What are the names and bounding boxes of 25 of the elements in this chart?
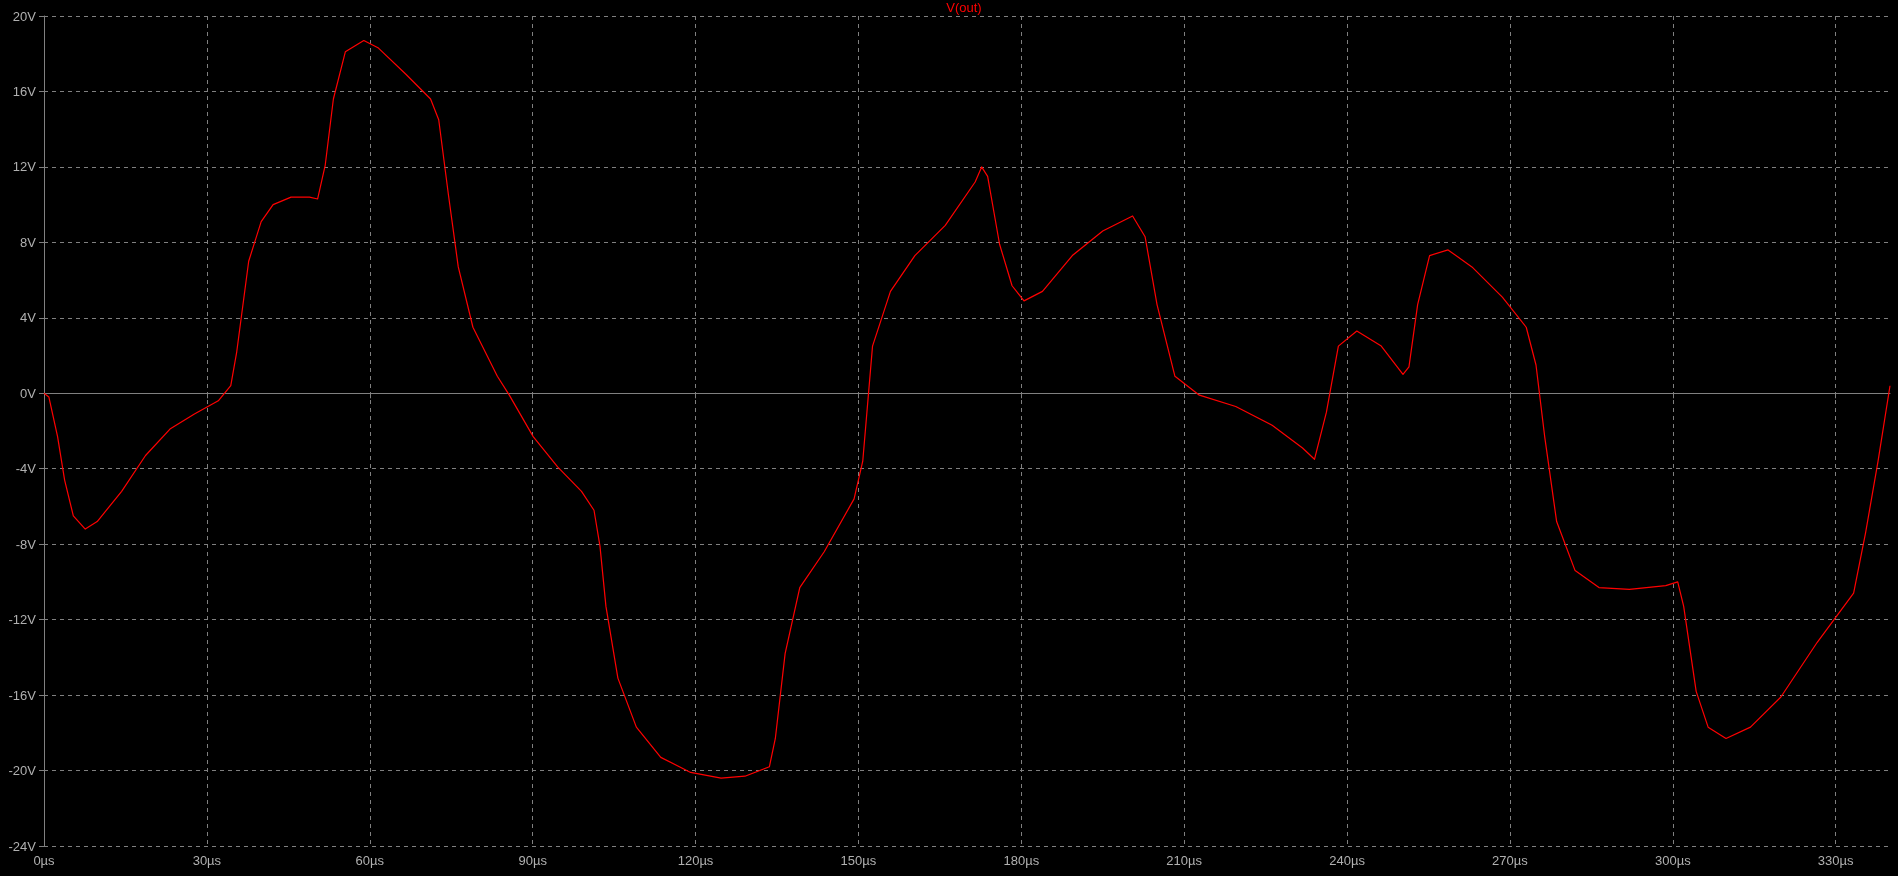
x-tick-label: 90µs <box>518 853 548 868</box>
x-tick-label: 210µs <box>1166 853 1203 868</box>
y-tick-label: 8V <box>20 234 37 250</box>
x-tick-label: 0µs <box>33 853 56 868</box>
y-tick-label: 12V <box>12 159 37 175</box>
x-tick-label: 120µs <box>677 853 714 868</box>
x-tick-label: 270µs <box>1492 853 1529 868</box>
y-tick-label: 20V <box>12 8 37 24</box>
y-tick-label: -8V <box>15 536 37 552</box>
x-tick-label: 240µs <box>1329 853 1366 868</box>
y-tick-label: 16V <box>12 83 37 99</box>
y-tick-label: 0V <box>20 385 37 401</box>
y-tick-label: -16V <box>8 687 37 703</box>
y-tick-label: -20V <box>8 763 37 779</box>
y-tick-label: -4V <box>15 461 37 477</box>
x-tick-label: 180µs <box>1003 853 1040 868</box>
x-tick-label: 330µs <box>1817 853 1855 868</box>
x-tick-label: 150µs <box>840 853 877 868</box>
x-tick-label: 30µs <box>192 853 222 868</box>
y-tick-label: -24V <box>8 838 37 854</box>
text: V(out) <box>946 0 982 15</box>
x-tick-label: 60µs <box>355 853 385 868</box>
x-tick-label: 300µs <box>1654 853 1692 868</box>
y-tick-label: -12V <box>8 612 37 628</box>
y-tick-label: 4V <box>20 310 37 326</box>
